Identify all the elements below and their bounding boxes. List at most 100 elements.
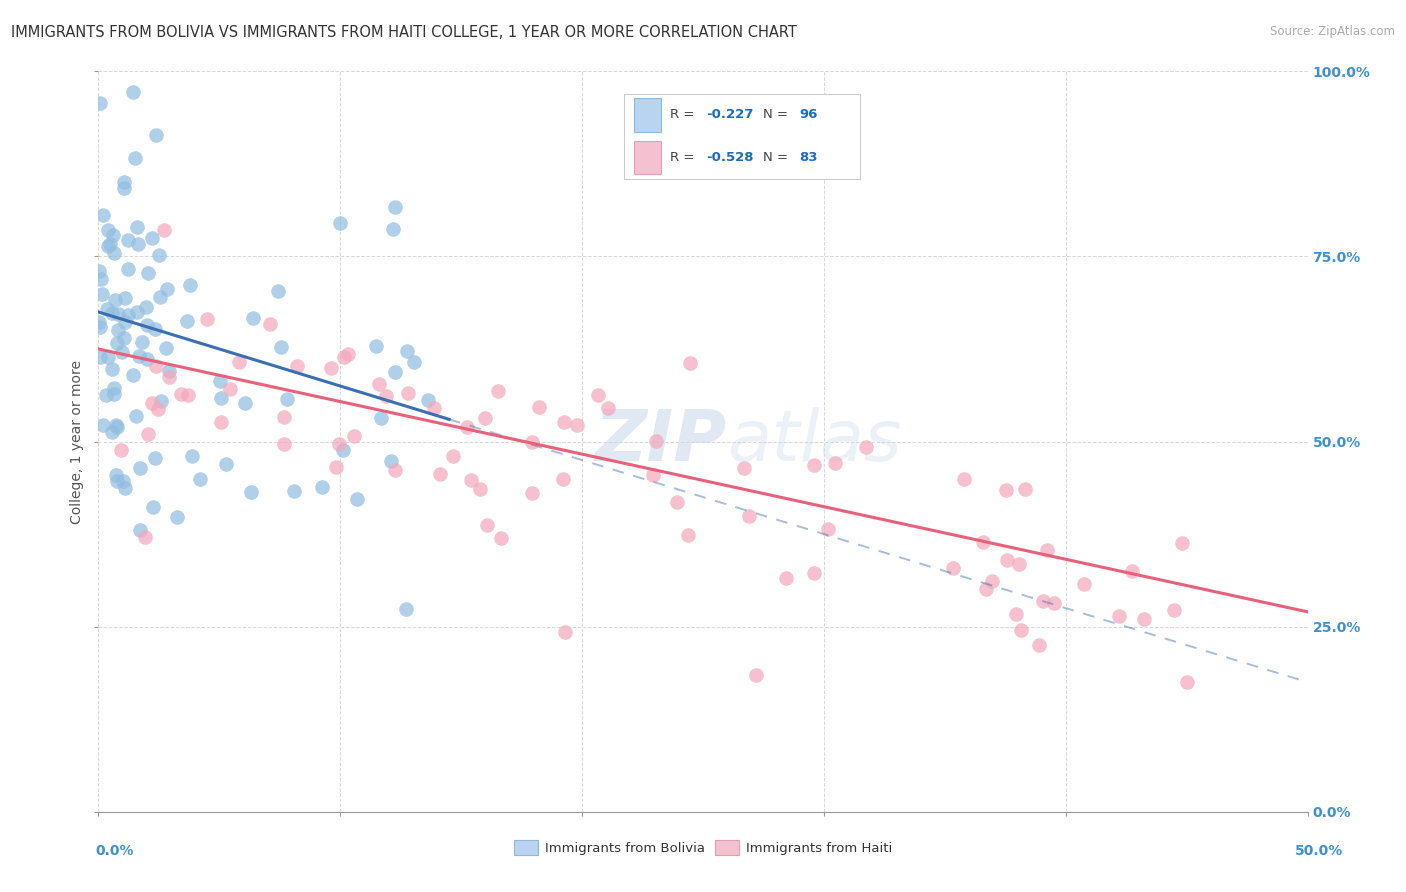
Point (273, 437, 295, 451)
Point (148, 248, 170, 262)
Point (103, 246, 125, 260)
Point (188, 472, 211, 486)
Point (477, 518, 499, 533)
Point (100, 362, 122, 376)
Point (141, 396, 163, 410)
Text: R =: R = (671, 108, 699, 121)
Text: 96: 96 (800, 108, 818, 121)
Point (370, 410, 392, 425)
Point (117, 233, 139, 247)
Point (149, 290, 172, 304)
Point (101, 306, 124, 320)
Point (456, 419, 478, 434)
Point (1073, 577, 1095, 591)
Point (131, 335, 153, 350)
Point (114, 331, 136, 345)
Point (384, 200, 406, 214)
Point (97, 223, 120, 237)
Point (136, 426, 159, 441)
Point (91, 417, 114, 432)
Point (486, 384, 509, 399)
Point (332, 443, 354, 458)
Point (215, 458, 238, 472)
Point (665, 495, 688, 509)
Point (470, 482, 492, 496)
Point (319, 361, 342, 376)
Point (107, 308, 129, 322)
Point (145, 128, 167, 142)
Point (520, 435, 543, 450)
Point (209, 415, 232, 429)
Point (1121, 564, 1143, 578)
Point (738, 508, 761, 523)
Point (143, 322, 166, 336)
Point (384, 365, 406, 379)
Text: 0.0%: 0.0% (96, 844, 134, 858)
Point (127, 237, 149, 252)
Point (994, 483, 1017, 497)
Point (1133, 612, 1156, 626)
Point (641, 467, 664, 482)
Point (1028, 638, 1050, 652)
Point (112, 474, 135, 488)
Point (112, 181, 135, 195)
Point (142, 500, 165, 514)
Point (104, 293, 127, 308)
Point (368, 377, 391, 392)
Point (270, 340, 292, 354)
Point (374, 389, 396, 403)
Point (1010, 624, 1032, 638)
Point (134, 530, 156, 544)
Point (1036, 542, 1059, 557)
Text: Source: ZipAtlas.com: Source: ZipAtlas.com (1270, 25, 1395, 38)
Point (89, 314, 111, 328)
Point (520, 486, 543, 500)
Point (553, 415, 575, 429)
Point (1043, 595, 1066, 609)
Point (100, 425, 122, 439)
Point (122, 85, 145, 99)
Point (942, 561, 965, 575)
Point (195, 312, 218, 326)
Point (803, 566, 825, 580)
Point (155, 341, 177, 355)
Legend: Immigrants from Bolivia, Immigrants from Haiti: Immigrants from Bolivia, Immigrants from… (509, 835, 897, 861)
Point (803, 458, 825, 472)
Point (96, 302, 118, 317)
Point (105, 467, 128, 482)
Point (101, 227, 124, 242)
Point (586, 388, 609, 402)
Point (381, 221, 404, 235)
Point (89, 264, 111, 278)
Point (110, 442, 132, 457)
Text: ZIP: ZIP (595, 407, 727, 476)
Point (976, 582, 998, 596)
Point (1108, 609, 1130, 624)
Point (124, 151, 146, 165)
Point (1171, 536, 1194, 550)
Point (176, 314, 198, 328)
Point (135, 318, 157, 333)
Point (107, 323, 129, 337)
Point (89, 95, 111, 110)
Point (460, 473, 482, 487)
Point (89, 319, 111, 334)
Point (90, 286, 112, 301)
Point (441, 449, 464, 463)
Point (145, 359, 167, 374)
Text: IMMIGRANTS FROM BOLIVIA VS IMMIGRANTS FROM HAITI COLLEGE, 1 YEAR OR MORE CORRELA: IMMIGRANTS FROM BOLIVIA VS IMMIGRANTS FR… (11, 25, 797, 40)
Point (824, 457, 846, 471)
Point (93, 208, 115, 222)
Point (678, 528, 700, 542)
Point (179, 277, 201, 292)
Point (817, 522, 839, 536)
Point (474, 411, 496, 425)
Text: R =: R = (671, 151, 699, 164)
Point (328, 436, 350, 450)
Text: 50.0%: 50.0% (1295, 844, 1343, 858)
Point (396, 386, 419, 401)
Point (329, 216, 352, 230)
Point (157, 364, 180, 378)
Point (276, 392, 298, 406)
Point (554, 624, 576, 639)
